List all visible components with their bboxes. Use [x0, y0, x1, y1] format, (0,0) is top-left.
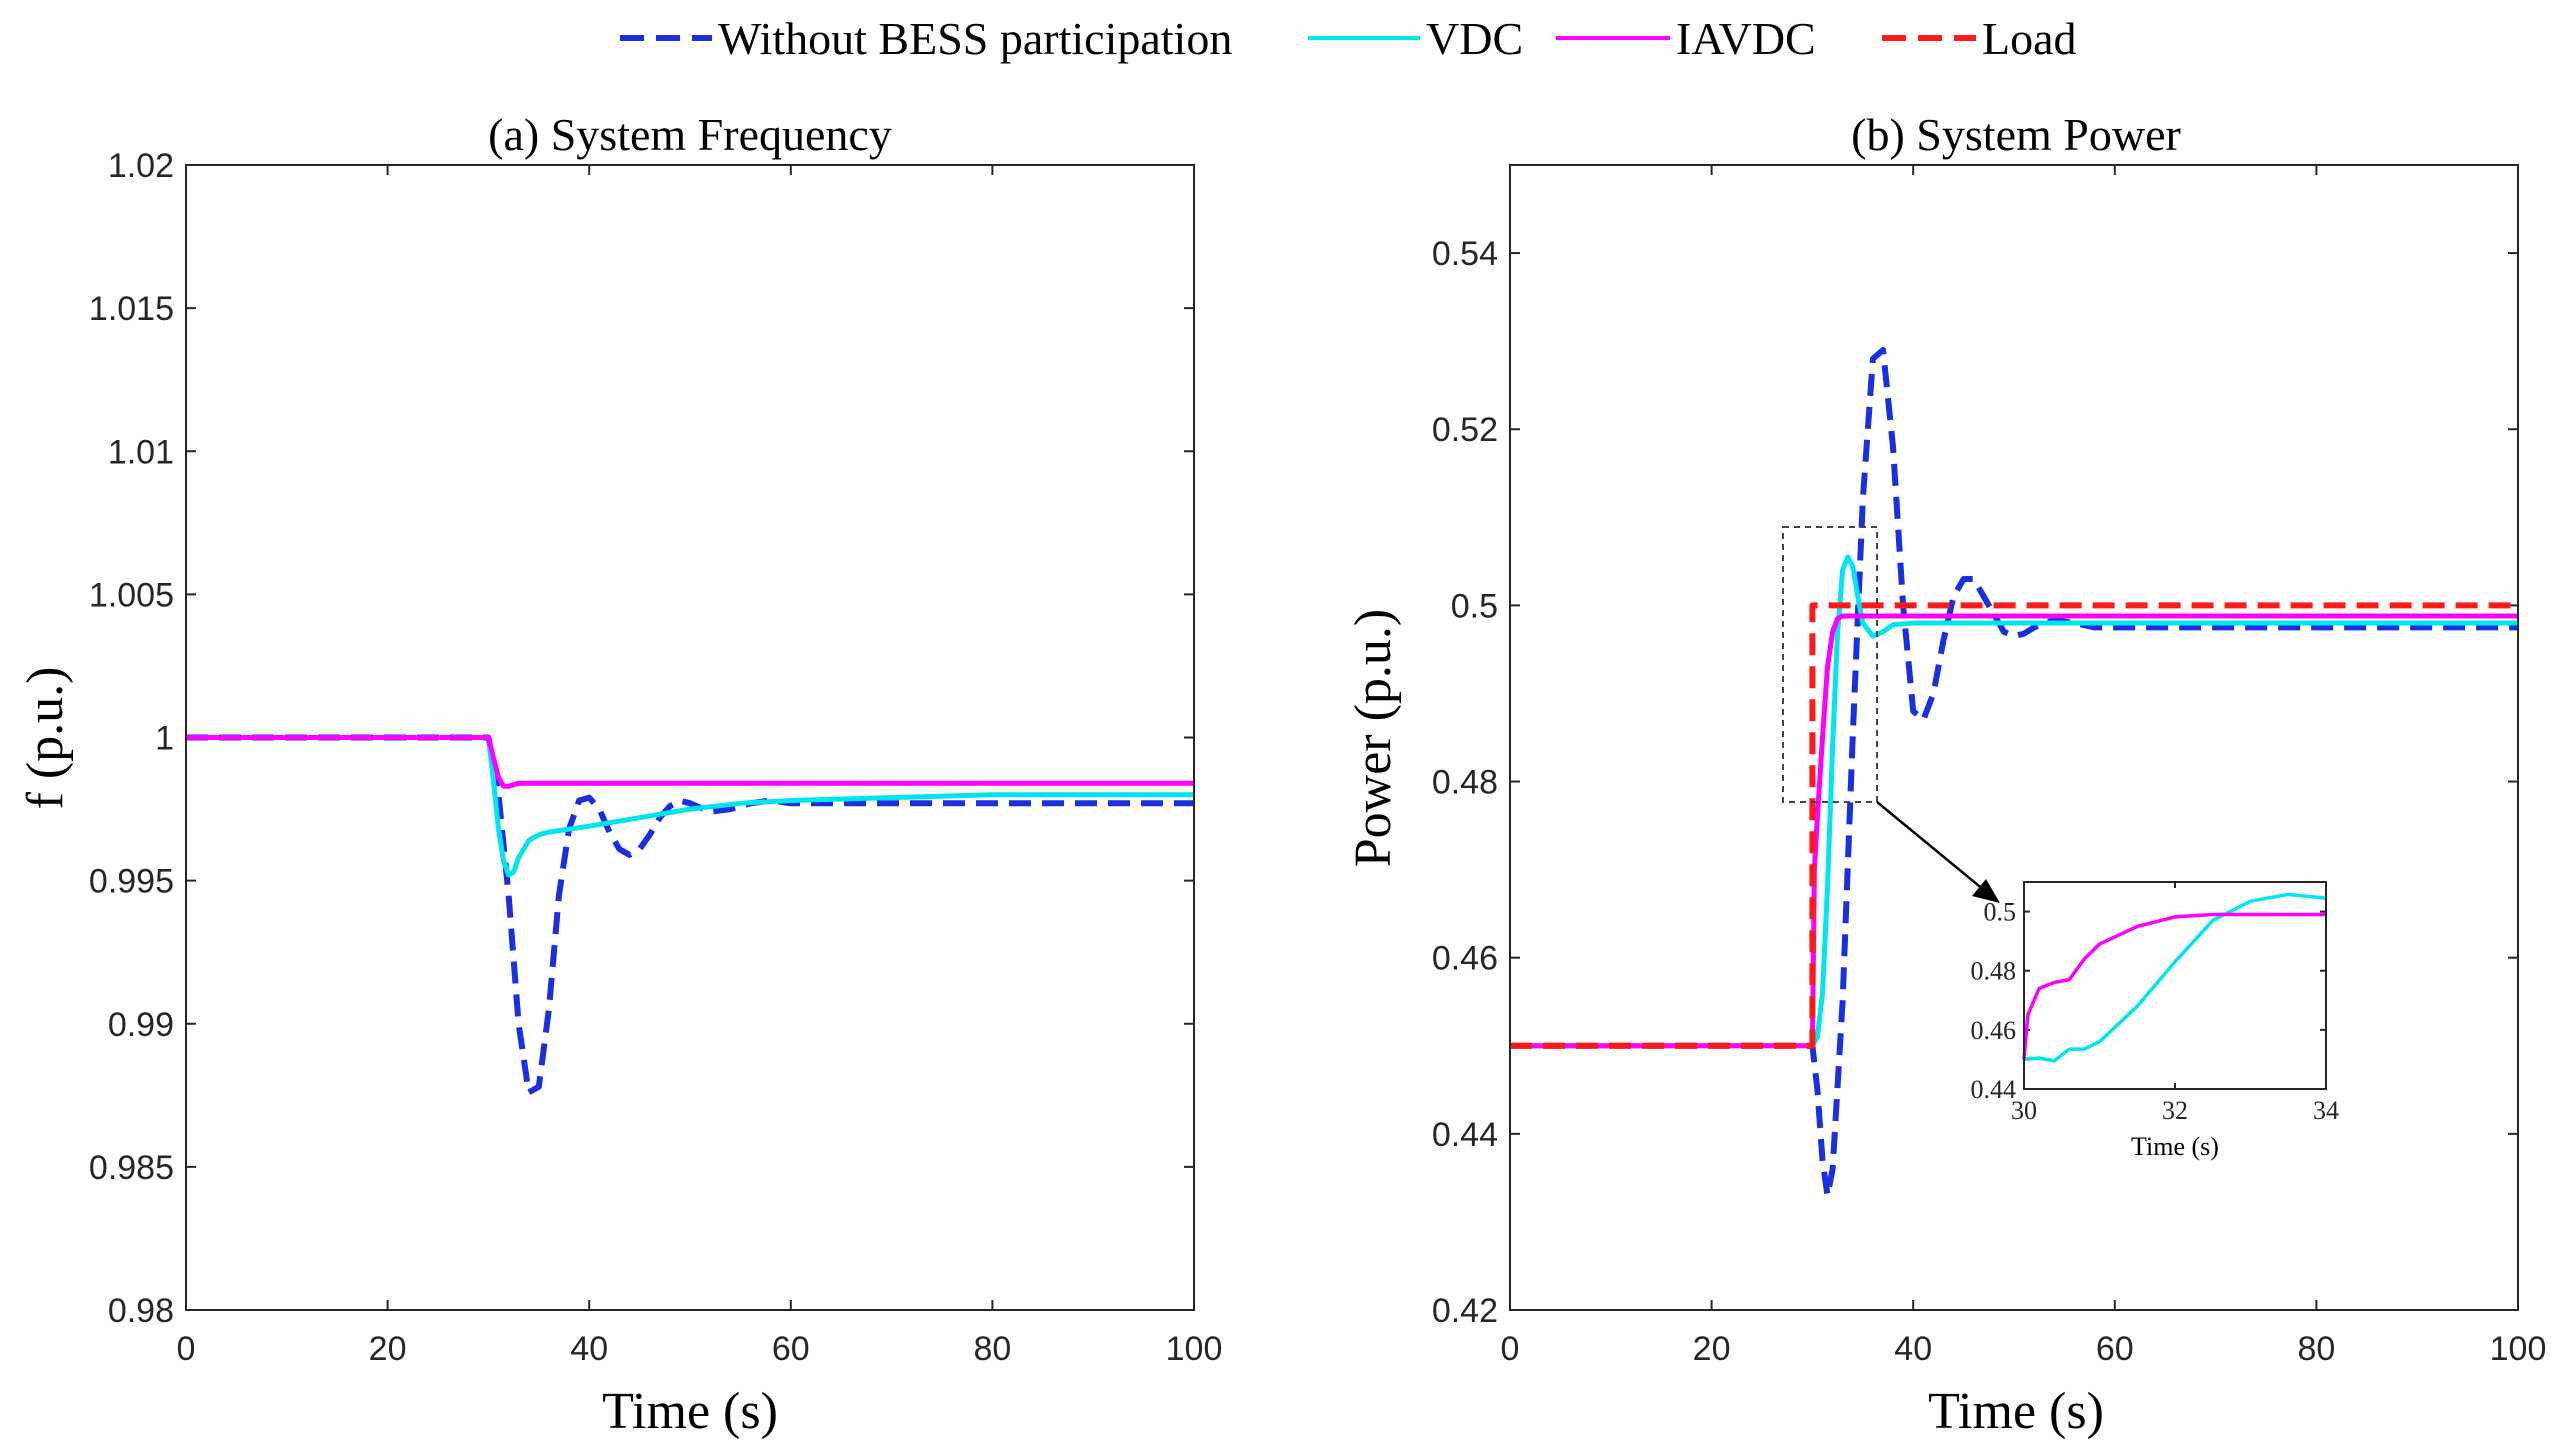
power-chart-series-iavdc	[1510, 613, 2518, 1049]
frequency-chart-series	[186, 734, 1194, 1096]
power-chart-ytick-label: 0.54	[1432, 235, 1498, 273]
power-chart-ytick-label: 0.5	[1451, 587, 1498, 625]
inset-chart-xtick-label: 32	[2162, 1096, 2188, 1125]
zoom-arrow-line	[1876, 801, 1991, 896]
power-chart-series	[1510, 347, 2518, 1199]
power-chart-frame	[1509, 164, 2519, 1311]
frequency-chart-ytick-label: 0.99	[108, 1006, 174, 1044]
frequency-chart-ytick-label: 0.985	[89, 1149, 174, 1187]
power-chart-xtick-label: 0	[1501, 1330, 1520, 1368]
power-chart-xlabel: Time (s)	[1928, 1383, 2104, 1440]
power-chart-xtick-label: 60	[2096, 1330, 2134, 1368]
power-chart-series-load	[1510, 602, 2518, 1049]
frequency-chart-xtick-label: 100	[1166, 1330, 1223, 1368]
inset-chart: 30 32 34 0.44 0.46 0.48 0.5 Time (s)	[1971, 881, 2339, 1161]
power-chart-ylabel: Power (p.u.)	[1345, 609, 1402, 868]
power-chart-ytick-label: 0.44	[1432, 1116, 1498, 1154]
inset-series	[2022, 892, 2327, 1063]
inset-chart-xtick-label: 30	[2011, 1096, 2037, 1125]
frequency-chart: (a) System Frequency 0 20 40 60 80 100 0.98 0.9…	[17, 109, 1222, 1440]
inset-chart-ytick-label: 0.48	[1971, 957, 2017, 986]
power-chart-series-vdc	[1510, 554, 2518, 1049]
power-chart-ticks: 0 20 40 60 80 100 0.42 0.44 0.46 0.48 0.5 0.52 0.54	[1432, 165, 2547, 1368]
frequency-chart-ytick-label: 1.01	[108, 433, 174, 471]
frequency-chart-ytick-label: 1.015	[89, 290, 174, 328]
inset-chart-ytick-label: 0.5	[1984, 898, 2017, 927]
frequency-chart-xtick-label: 20	[369, 1330, 407, 1368]
frequency-chart-frame	[185, 164, 1195, 1311]
legend: Without BESS participation VDC IAVDC Loa…	[620, 13, 2077, 64]
power-chart-xtick-label: 80	[2297, 1330, 2335, 1368]
inset-xlabel: Time (s)	[2131, 1132, 2219, 1161]
inset-chart-series-vdc	[2023, 892, 2327, 1063]
legend-label-iavdc: IAVDC	[1676, 13, 1816, 64]
frequency-chart-series-vdc	[186, 735, 1194, 878]
power-chart-ytick-label: 0.52	[1432, 411, 1498, 449]
power-chart: (b) System Power 0 20 40 60 80 100 0.42 0.44 0.4…	[1345, 109, 2546, 1440]
frequency-chart-ytick-label: 1.005	[89, 576, 174, 614]
frequency-chart-ylabel: f (p.u.)	[17, 667, 74, 810]
frequency-chart-series-without-bess-participation	[186, 734, 1194, 1096]
power-chart-ytick-label: 0.46	[1432, 940, 1498, 978]
power-chart-xtick-label: 20	[1693, 1330, 1731, 1368]
inset-chart-xtick-label: 34	[2313, 1096, 2339, 1125]
frequency-chart-ticks: 0 20 40 60 80 100 0.98 0.985 0.99 0.995 1 1.005 1.01…	[89, 147, 1222, 1368]
frequency-chart-xtick-label: 40	[570, 1330, 608, 1368]
inset-frame	[2023, 881, 2327, 1090]
frequency-chart-ytick-label: 1	[155, 720, 174, 758]
power-chart-title: (b) System Power	[1851, 109, 2181, 160]
frequency-chart-ytick-label: 0.98	[108, 1292, 174, 1330]
inset-chart-series-iavdc	[2022, 912, 2326, 1060]
frequency-chart-xtick-label: 0	[177, 1330, 196, 1368]
legend-label-vdc: VDC	[1426, 13, 1523, 64]
frequency-chart-xlabel: Time (s)	[602, 1383, 778, 1440]
inset-ticks: 30 32 34 0.44 0.46 0.48 0.5	[1971, 882, 2339, 1125]
zoom-arrow-head	[1972, 879, 2000, 903]
frequency-chart-xtick-label: 80	[973, 1330, 1011, 1368]
zoom-region-box	[1782, 526, 1878, 803]
frequency-chart-ytick-label: 1.02	[108, 147, 174, 185]
legend-label-load: Load	[1982, 13, 2077, 64]
frequency-chart-ytick-label: 0.995	[89, 863, 174, 901]
legend-label-without-bess: Without BESS participation	[718, 13, 1232, 64]
power-chart-ytick-label: 0.48	[1432, 764, 1498, 802]
frequency-chart-series-iavdc	[186, 735, 1194, 789]
frequency-chart-xtick-label: 60	[772, 1330, 810, 1368]
power-chart-ytick-label: 0.42	[1432, 1292, 1498, 1330]
power-chart-xtick-label: 40	[1894, 1330, 1932, 1368]
inset-chart-ytick-label: 0.46	[1971, 1016, 2017, 1045]
inset-chart-ytick-label: 0.44	[1971, 1075, 2017, 1104]
power-chart-xtick-label: 100	[2490, 1330, 2547, 1368]
frequency-chart-title: (a) System Frequency	[488, 109, 892, 160]
power-chart-series-without-bess-participation	[1510, 347, 2518, 1199]
